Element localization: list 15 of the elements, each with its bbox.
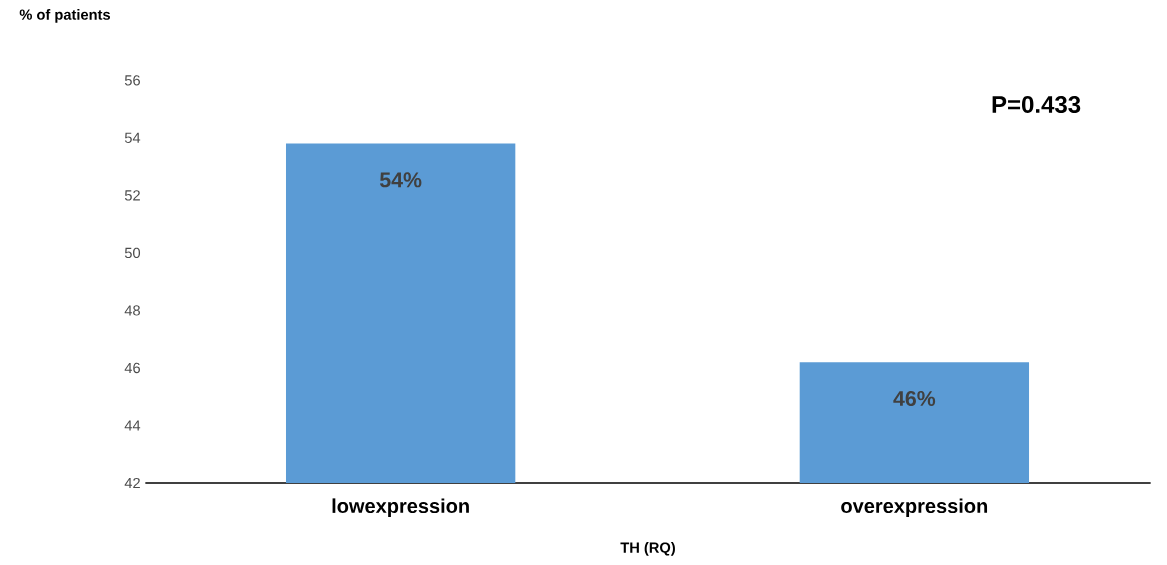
- x-axis-title: TH (RQ): [620, 542, 675, 556]
- x-tick-label: overexpression: [841, 498, 988, 518]
- x-tick-label: lowexpression: [332, 498, 469, 518]
- data-label: 54%: [379, 172, 422, 188]
- y-tick-label: 56: [124, 75, 140, 86]
- y-tick-label: 44: [124, 420, 141, 431]
- annotation: P=0.433: [992, 95, 1081, 114]
- y-tick-label: 48: [124, 305, 140, 316]
- y-axis-title: % of patients: [19, 9, 110, 23]
- y-tick-label: 50: [124, 247, 141, 259]
- y-tick-label: 52: [124, 190, 140, 201]
- data-label: 46%: [893, 390, 936, 407]
- y-tick-label: 42: [124, 477, 140, 489]
- y-tick-label: 54: [124, 132, 141, 143]
- y-tick-label: 46: [124, 362, 140, 374]
